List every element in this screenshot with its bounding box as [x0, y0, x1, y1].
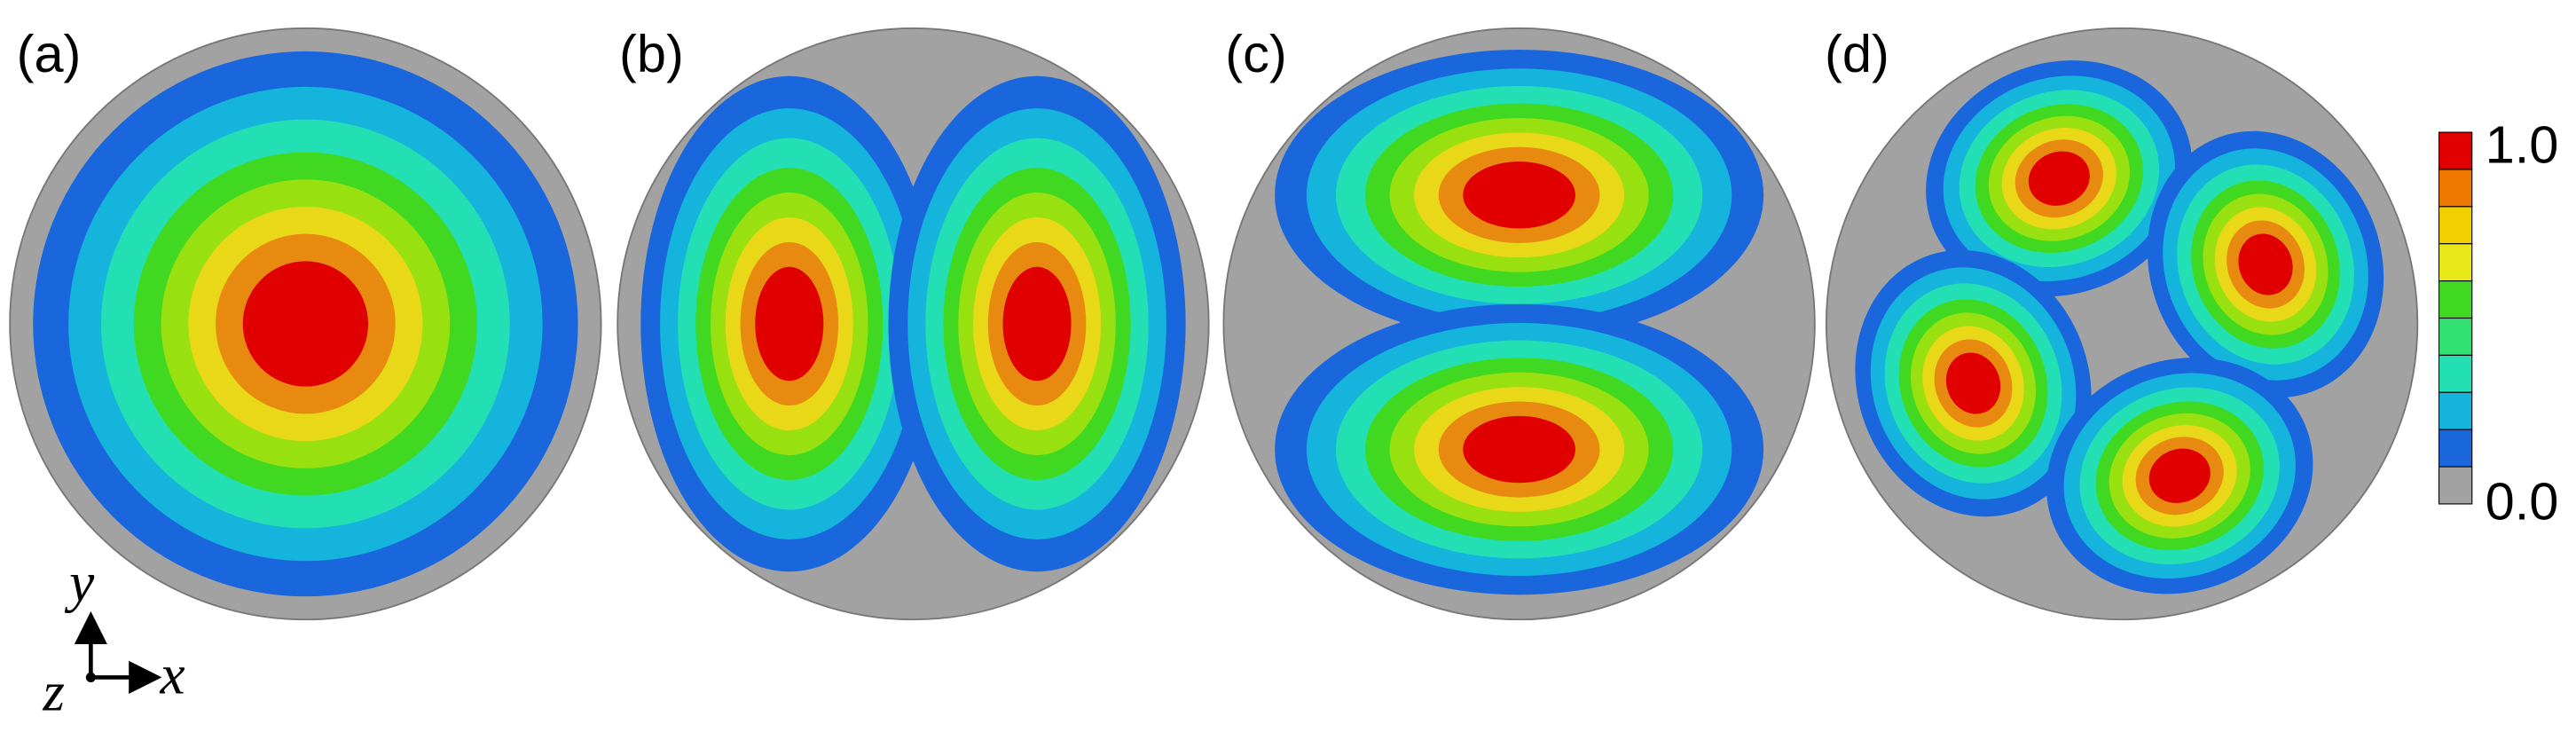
disk-outline [1825, 27, 2419, 621]
mode-panel [1826, 28, 2418, 620]
panel-label: (b) [619, 24, 684, 83]
colorbar-segment [2438, 466, 2473, 505]
z-dot [85, 672, 96, 682]
contour [1463, 161, 1575, 229]
disk-outline [9, 27, 602, 621]
colorbar-segment [2438, 354, 2473, 393]
colorbar [2438, 131, 2473, 505]
axis-triad [74, 610, 162, 695]
mode-panel [617, 28, 1209, 620]
contour [1945, 352, 2001, 414]
contour [2238, 233, 2293, 295]
contour [2028, 151, 2090, 206]
panel-label: (c) [1225, 24, 1286, 83]
colorbar-segment [2438, 391, 2473, 430]
axis-x: x [160, 644, 185, 706]
colorbar-segment [2438, 169, 2473, 208]
panel-label: (d) [1825, 24, 1889, 83]
colorbar-min: 0.0 [2486, 472, 2559, 531]
axis-y: y [64, 551, 95, 613]
panel-label: (a) [17, 24, 82, 83]
disk-outline [617, 27, 1210, 621]
colorbar-segment [2438, 317, 2473, 356]
contour [755, 266, 824, 382]
colorbar-segment [2438, 206, 2473, 245]
colorbar-max: 1.0 [2486, 114, 2559, 174]
colorbar-segment [2438, 280, 2473, 319]
panels [9, 27, 2419, 621]
colorbar-segment [2438, 131, 2473, 170]
disk-outline [1222, 27, 1816, 621]
mode-panel [1223, 28, 1815, 620]
contour [1463, 415, 1575, 484]
mode-panel [10, 28, 601, 620]
colorbar-segment [2438, 429, 2473, 468]
colorbar-segment [2438, 243, 2473, 282]
axis-z: z [42, 660, 65, 722]
contour [2148, 448, 2211, 503]
contour [242, 261, 369, 387]
contour [1002, 266, 1072, 382]
